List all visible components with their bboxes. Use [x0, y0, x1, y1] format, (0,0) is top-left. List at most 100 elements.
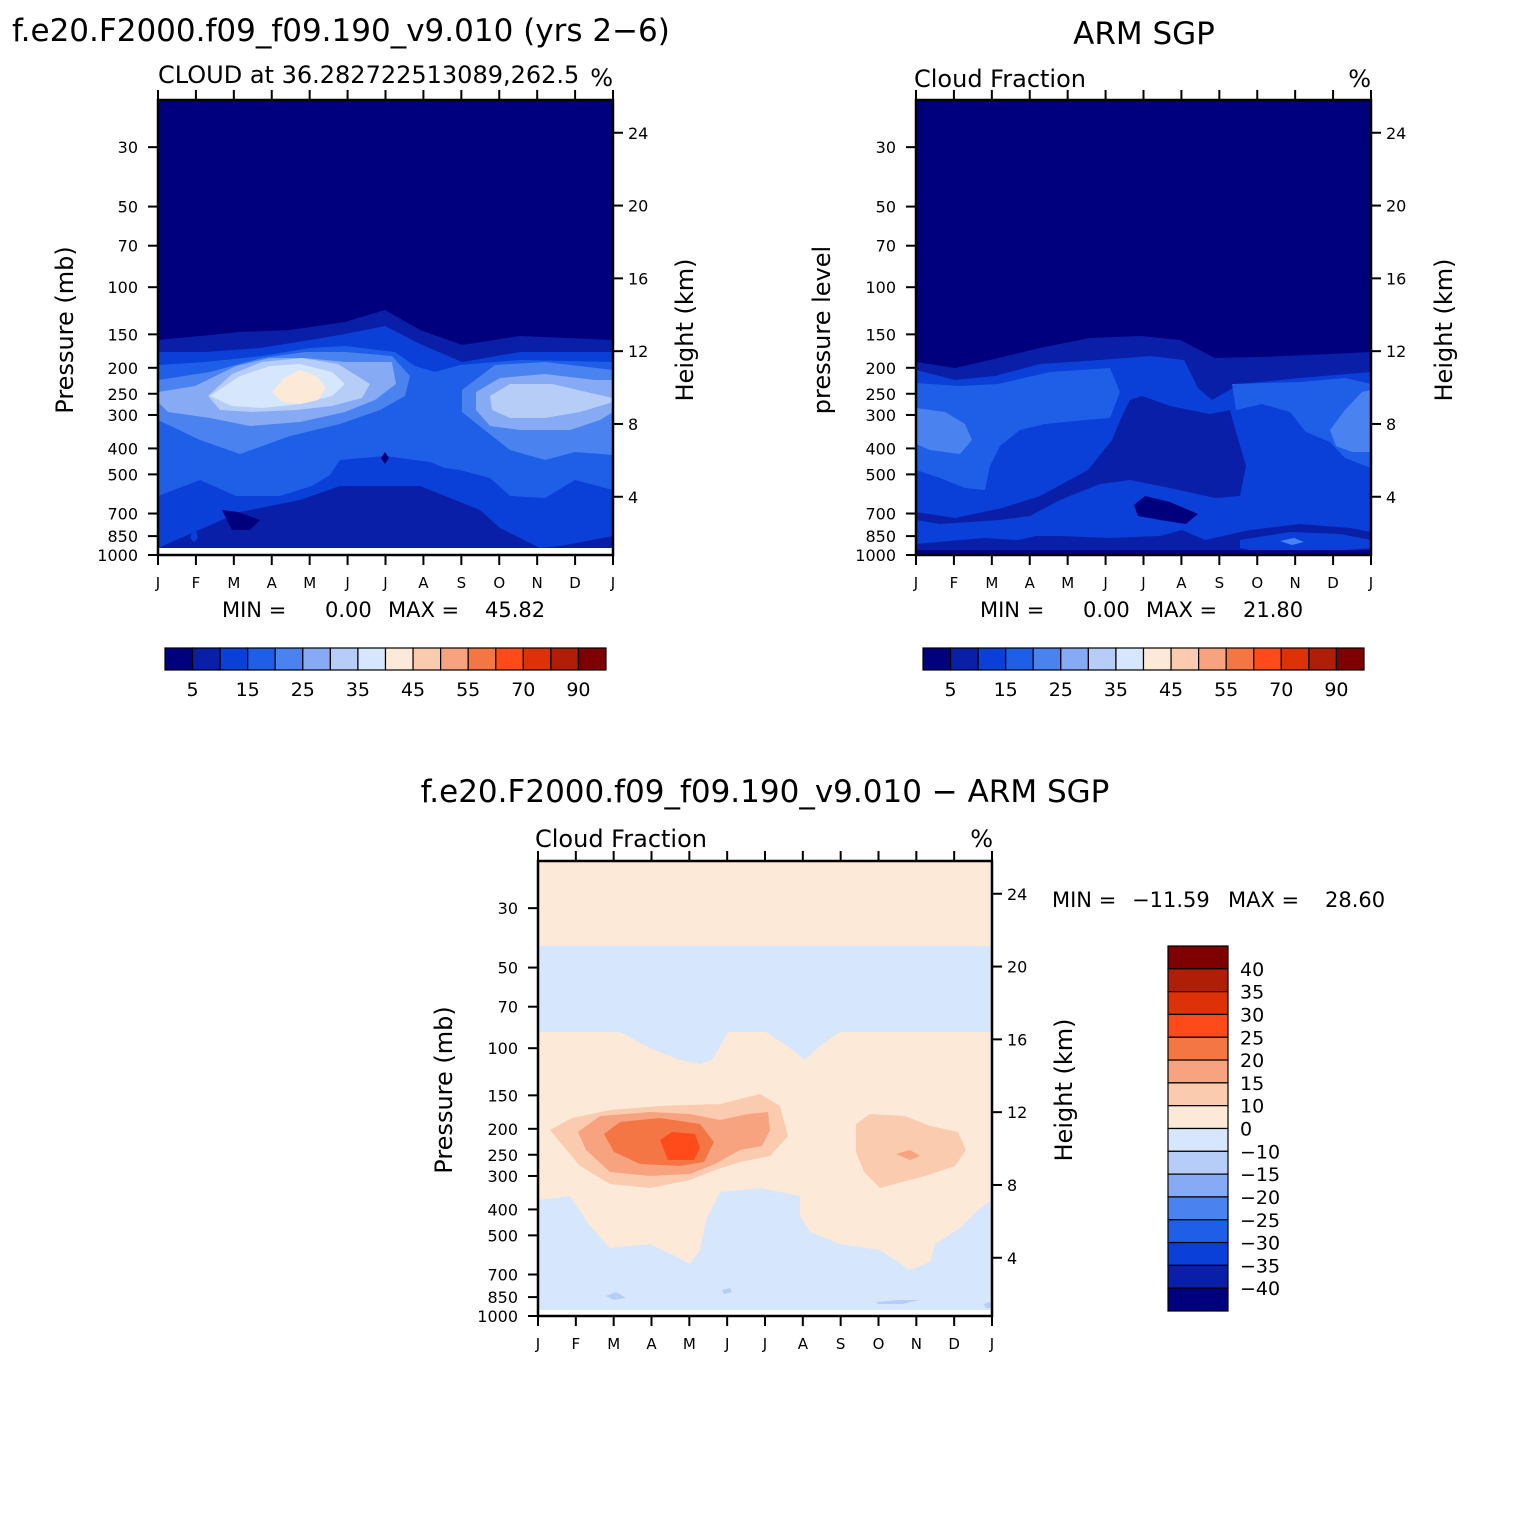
- obs-pressure-tick-label: 200: [865, 359, 896, 378]
- model-pressure-tick-label: 500: [107, 465, 138, 484]
- model-colorbar-label: 25: [291, 679, 315, 701]
- diff-colorbar-label: −35: [1240, 1255, 1280, 1277]
- diff-height-tick-label: 12: [1007, 1103, 1027, 1122]
- diff-panel: f.e20.F2000.f09_f09.190_v9.010 − ARM SGP…: [421, 774, 1385, 1353]
- contour-band: [222, 510, 260, 530]
- model-month-label: F: [192, 574, 201, 592]
- obs-pressure-tick-label: 250: [865, 385, 896, 404]
- diff-colorbar-swatch: [1167, 1059, 1229, 1084]
- obs-colorbar-swatch: [1142, 647, 1172, 671]
- obs-month-label: D: [1327, 574, 1339, 592]
- diff-colorbar-label: −10: [1240, 1141, 1280, 1163]
- diff-month-label: A: [798, 1335, 809, 1353]
- obs-height-tick-label: 16: [1386, 269, 1406, 288]
- obs-min-value: 0.00: [1083, 598, 1130, 622]
- model-axes: J F M A M J J A S O N D J 30 50 70 100 150 200 250 300 400 500…: [97, 90, 648, 592]
- model-ylabel-right: Height (km): [671, 259, 699, 402]
- model-pressure-tick-label: 150: [107, 325, 138, 344]
- obs-colorbar-label: 45: [1159, 679, 1183, 701]
- model-month-label: J: [155, 574, 160, 592]
- diff-colorbar-label: −40: [1240, 1278, 1280, 1300]
- obs-month-label: M: [1061, 574, 1074, 592]
- diff-colorbar-swatch: [1167, 991, 1229, 1016]
- obs-pressure-tick-label: 300: [865, 406, 896, 425]
- diff-pressure-tick-label: 1000: [477, 1307, 518, 1326]
- diff-colorbar-swatch: [1167, 1196, 1229, 1221]
- obs-month-label: J: [1102, 574, 1107, 592]
- obs-colorbar-label: 90: [1324, 679, 1348, 701]
- obs-pressure-tick-label: 30: [876, 138, 896, 157]
- model-pressure-tick-label: 70: [118, 237, 138, 256]
- diff-pressure-tick-label: 700: [487, 1266, 518, 1285]
- obs-pressure-tick-label: 850: [865, 527, 896, 546]
- diff-month-label: J: [762, 1335, 767, 1353]
- model-height-tick-label: 16: [628, 269, 648, 288]
- model-pressure-tick-label: 850: [107, 527, 138, 546]
- obs-pressure-tick-label: 400: [865, 439, 896, 458]
- contour-band: [916, 368, 1371, 490]
- diff-pressure-tick-label: 250: [487, 1146, 518, 1165]
- model-left-string: CLOUD at 36.282722513089,262.5: [158, 61, 579, 89]
- diff-pressure-tick-label: 30: [498, 899, 518, 918]
- diff-colorbar-label: −20: [1240, 1187, 1280, 1209]
- obs-height-tick-label: 8: [1386, 415, 1396, 434]
- model-colorbar-swatch: [191, 647, 221, 671]
- obs-pressure-tick-label: 70: [876, 237, 896, 256]
- diff-colorbar-label: 0: [1240, 1119, 1252, 1141]
- obs-month-label: N: [1290, 574, 1301, 592]
- diff-month-label: F: [572, 1335, 581, 1353]
- model-height-tick-label: 24: [628, 124, 648, 143]
- obs-figure-title: ARM SGP: [1073, 16, 1215, 52]
- model-month-label: J: [344, 574, 349, 592]
- diff-colorbar-label: −25: [1240, 1210, 1280, 1232]
- obs-colorbar-label: 70: [1269, 679, 1293, 701]
- model-colorbar-swatch: [219, 647, 249, 671]
- obs-ylabel-left: pressure level: [808, 246, 836, 414]
- obs-contour-field: [916, 100, 1371, 555]
- obs-colorbar-label: 15: [994, 679, 1018, 701]
- diff-height-tick-label: 20: [1007, 958, 1027, 977]
- contour-band: [896, 1150, 920, 1160]
- obs-units-label: %: [1348, 65, 1371, 93]
- diff-min-value: −11.59: [1132, 888, 1210, 912]
- obs-colorbar-label: 5: [945, 679, 957, 701]
- model-colorbar-swatch: [522, 647, 552, 671]
- diff-colorbar-swatch: [1167, 1287, 1229, 1312]
- obs-month-label: O: [1251, 574, 1263, 592]
- contour-band: [660, 1132, 700, 1160]
- model-max-label: MAX =: [388, 598, 459, 622]
- diff-month-label: M: [683, 1335, 696, 1353]
- contour-band: [538, 946, 992, 1032]
- diff-colorbar-label: −30: [1240, 1233, 1280, 1255]
- model-colorbar-swatch: [274, 647, 304, 671]
- obs-panel: ARM SGP Cloud Fraction % pressure level …: [808, 16, 1458, 701]
- obs-pressure-tick-label: 150: [865, 325, 896, 344]
- model-height-tick-label: 4: [628, 488, 638, 507]
- diff-pressure-tick-label: 150: [487, 1086, 518, 1105]
- obs-colorbar-swatch: [1253, 647, 1282, 671]
- obs-colorbar: 5 15 25 35 45 55 70 90: [922, 647, 1365, 701]
- model-colorbar-swatch: [247, 647, 276, 671]
- model-max-value: 45.82: [485, 598, 545, 622]
- model-colorbar-label: 5: [187, 679, 199, 701]
- obs-month-label: J: [1140, 574, 1145, 592]
- contour-band: [916, 390, 1371, 454]
- diff-month-label: D: [948, 1335, 960, 1353]
- model-pressure-tick-label: 1000: [97, 546, 138, 565]
- model-units-label: %: [590, 64, 613, 92]
- model-pressure-tick-label: 50: [118, 198, 138, 217]
- model-colorbar-label: 15: [236, 679, 260, 701]
- model-month-label: A: [267, 574, 278, 592]
- obs-colorbar-swatch: [1115, 647, 1145, 671]
- contour-band: [620, 1032, 840, 1064]
- diff-ylabel-left: Pressure (mb): [430, 1006, 458, 1173]
- obs-colorbar-swatch: [1060, 647, 1089, 671]
- diff-pressure-tick-label: 200: [487, 1120, 518, 1139]
- model-colorbar-label: 55: [456, 679, 480, 701]
- obs-pressure-tick-label: 500: [865, 465, 896, 484]
- contour-band: [916, 396, 1246, 524]
- diff-colorbar-swatch: [1167, 1036, 1229, 1061]
- diff-height-tick-label: 24: [1007, 885, 1027, 904]
- contour-band: [538, 1310, 992, 1316]
